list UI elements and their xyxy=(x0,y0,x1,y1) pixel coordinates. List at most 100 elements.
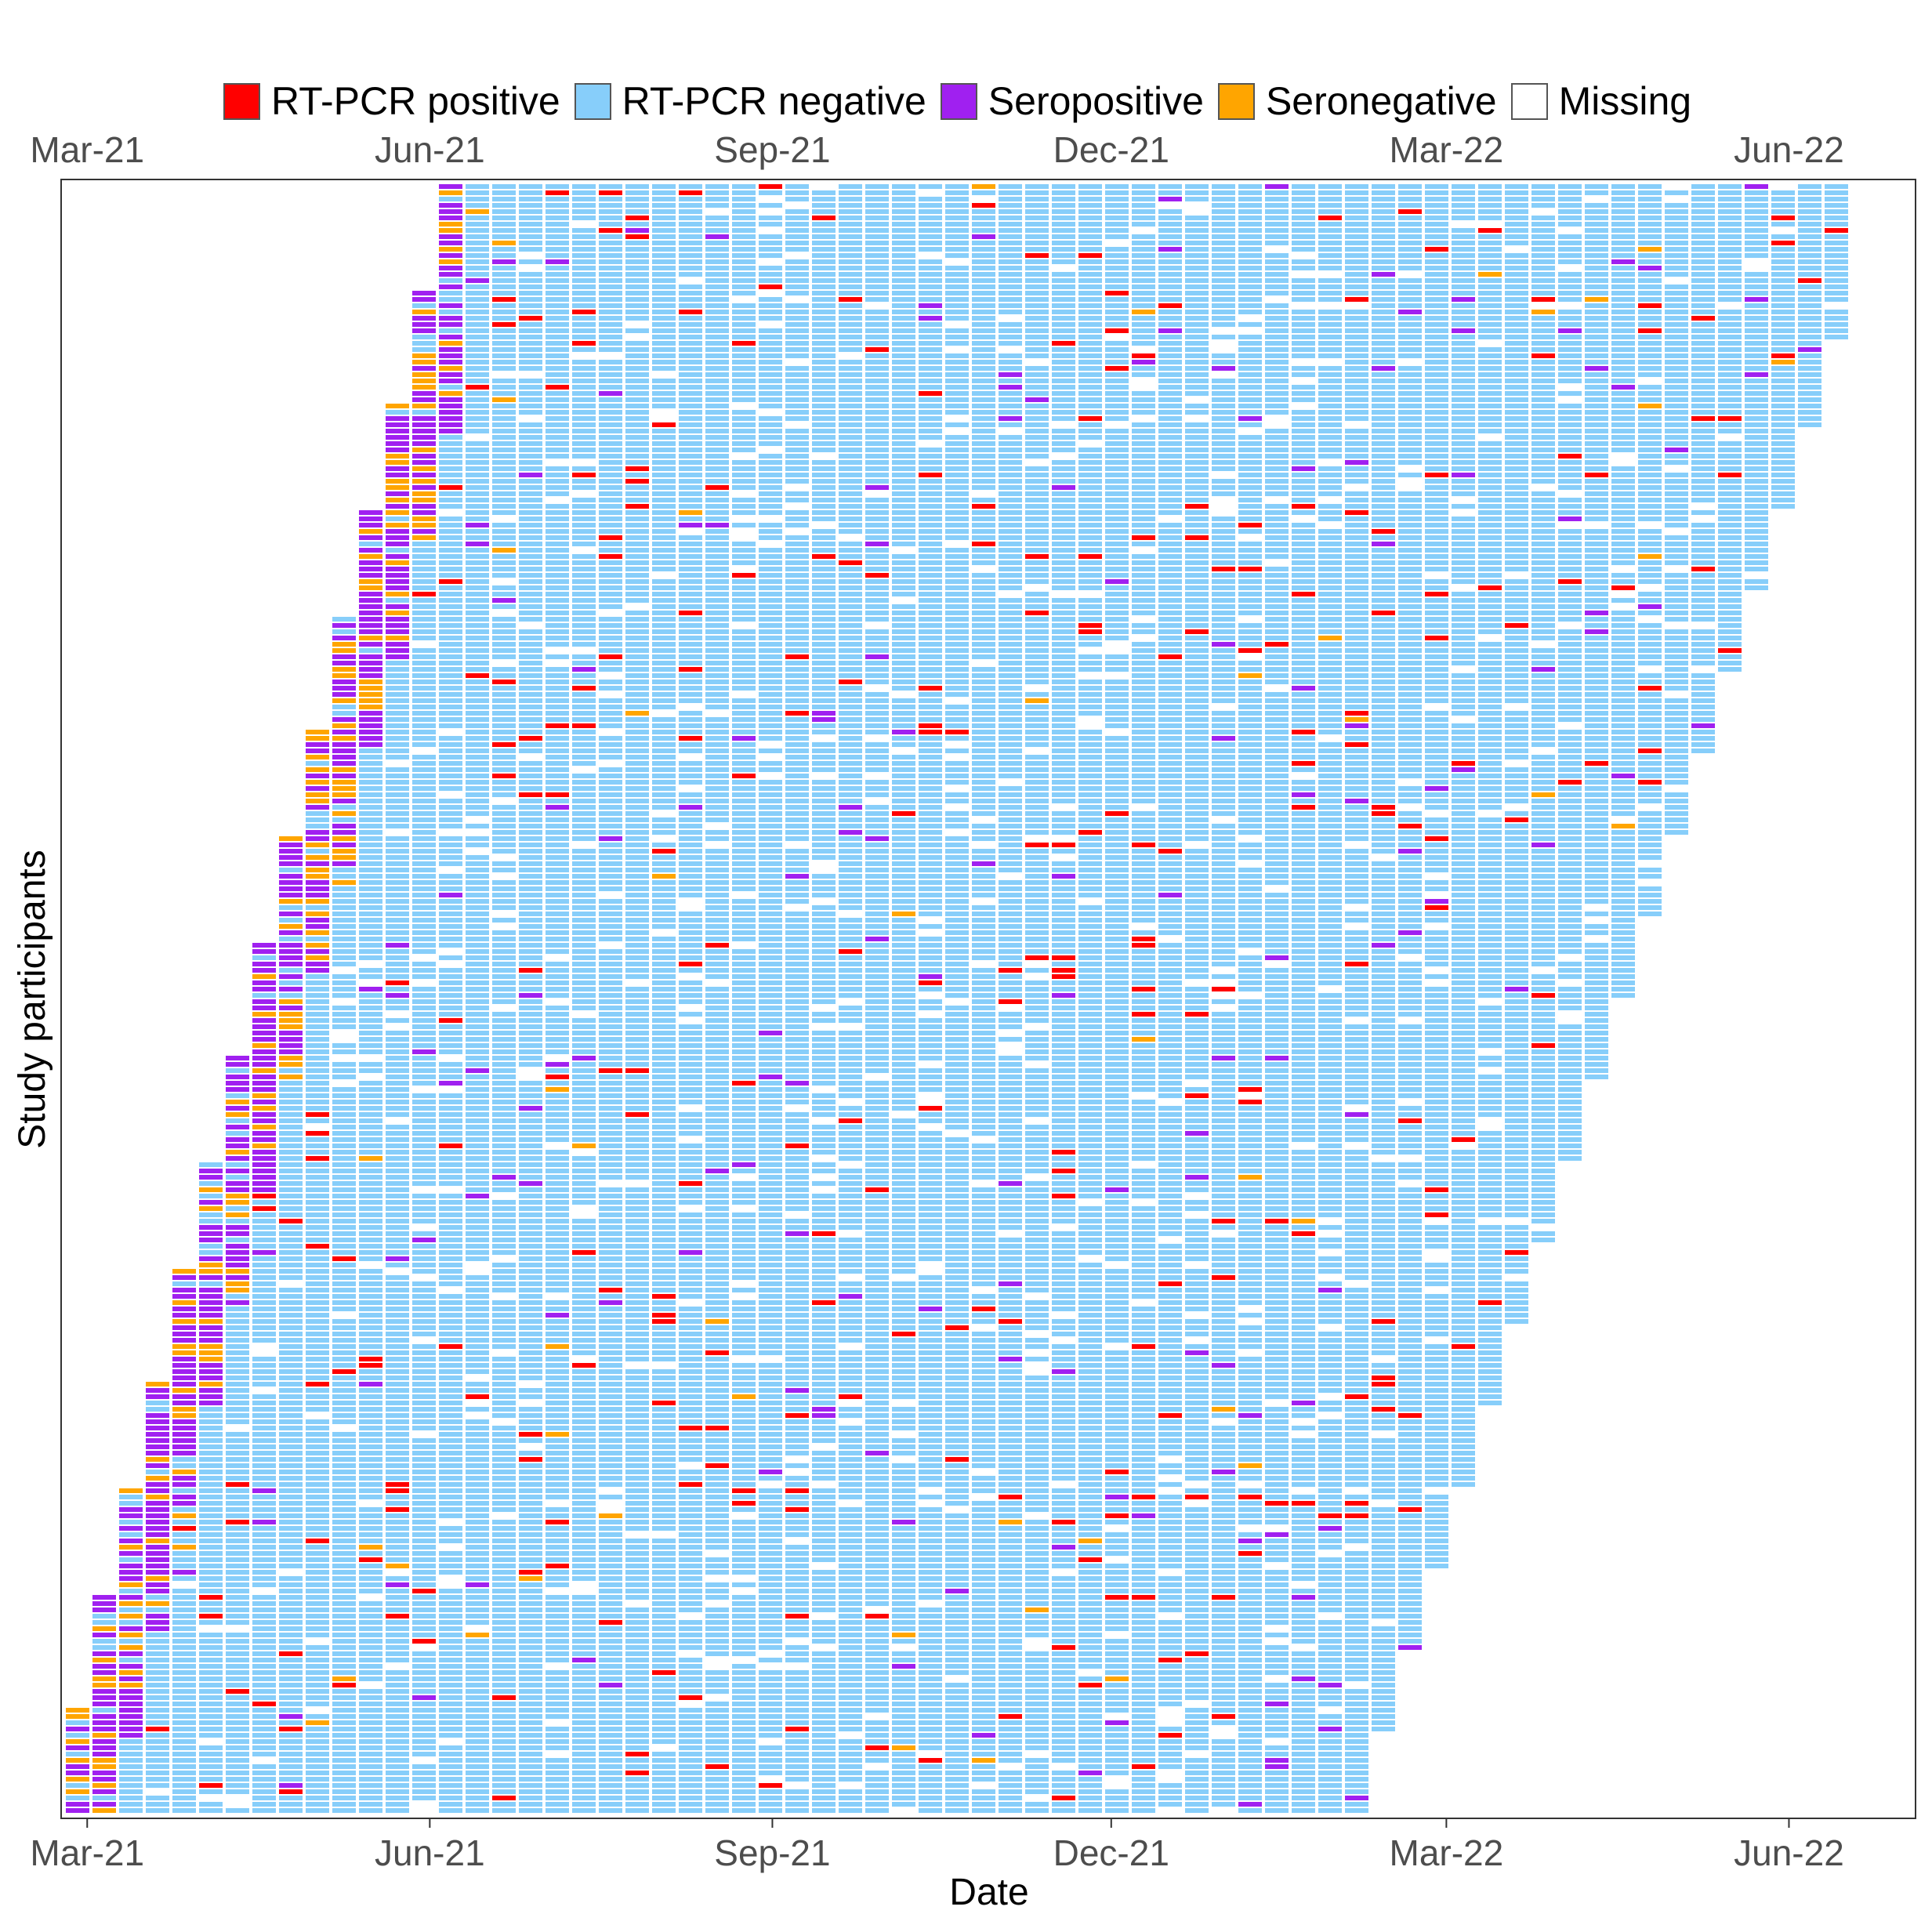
heatmap-cell xyxy=(519,1332,542,1336)
heatmap-cell xyxy=(439,786,462,791)
heatmap-cell xyxy=(679,190,702,195)
heatmap-cell xyxy=(759,1658,782,1662)
heatmap-cell xyxy=(759,1388,782,1393)
top-tick-label: Jun-22 xyxy=(1734,129,1844,170)
heatmap-cell xyxy=(519,736,542,741)
heatmap-cell xyxy=(172,1426,196,1430)
heatmap-cell xyxy=(679,216,702,220)
heatmap-cell xyxy=(386,410,409,415)
heatmap-cell xyxy=(306,1520,329,1524)
heatmap-cell xyxy=(439,1344,462,1349)
heatmap-cell xyxy=(252,1219,276,1223)
heatmap-cell xyxy=(226,1695,249,1700)
heatmap-cell xyxy=(625,1676,649,1681)
heatmap-cell xyxy=(412,993,436,998)
heatmap-cell xyxy=(679,1539,702,1543)
heatmap-cell xyxy=(412,1708,436,1713)
heatmap-cell xyxy=(679,203,702,208)
heatmap-cell xyxy=(492,1281,516,1286)
heatmap-cell xyxy=(705,949,729,954)
heatmap-cell xyxy=(625,1783,649,1788)
heatmap-cell xyxy=(546,736,569,741)
heatmap-cell xyxy=(759,1376,782,1380)
heatmap-cell xyxy=(679,604,702,609)
heatmap-cell xyxy=(359,1338,382,1343)
heatmap-cell xyxy=(599,1125,622,1129)
heatmap-cell xyxy=(439,379,462,383)
heatmap-cell xyxy=(279,1676,303,1681)
heatmap-cell xyxy=(519,567,542,571)
heatmap-cell xyxy=(572,1162,596,1167)
heatmap-cell xyxy=(172,1470,196,1474)
heatmap-cell xyxy=(492,955,516,960)
heatmap-cell xyxy=(599,379,622,383)
heatmap-cell xyxy=(252,1024,276,1029)
heatmap-cell xyxy=(252,962,276,966)
heatmap-cell xyxy=(466,1796,489,1800)
heatmap-cell xyxy=(679,836,702,841)
heatmap-cell xyxy=(466,517,489,521)
heatmap-cell xyxy=(599,617,622,622)
heatmap-cell xyxy=(412,1463,436,1468)
heatmap-cell xyxy=(572,1294,596,1299)
heatmap-cell xyxy=(306,1545,329,1550)
heatmap-cell xyxy=(785,247,809,252)
heatmap-cell xyxy=(252,1238,276,1242)
heatmap-cell xyxy=(759,366,782,371)
heatmap-cell xyxy=(652,1639,676,1644)
heatmap-cell xyxy=(412,1238,436,1242)
heatmap-cell xyxy=(439,222,462,227)
legend-label-seronegative: Seronegative xyxy=(1265,79,1497,123)
heatmap-cell xyxy=(386,980,409,985)
heatmap-cell xyxy=(679,1695,702,1700)
heatmap-cell xyxy=(359,836,382,841)
heatmap-cell xyxy=(466,310,489,314)
heatmap-cell xyxy=(252,1100,276,1104)
heatmap-cell xyxy=(519,874,542,879)
heatmap-cell xyxy=(412,1200,436,1205)
heatmap-cell xyxy=(439,504,462,509)
heatmap-cell xyxy=(306,1187,329,1192)
heatmap-cell xyxy=(466,1068,489,1073)
heatmap-cell xyxy=(679,1513,702,1518)
heatmap-cell xyxy=(119,1695,143,1700)
heatmap-cell xyxy=(652,1300,676,1305)
heatmap-cell xyxy=(466,1369,489,1374)
heatmap-cell xyxy=(359,567,382,571)
heatmap-cell xyxy=(732,385,756,390)
heatmap-cell xyxy=(492,1576,516,1581)
heatmap-cell xyxy=(652,1714,676,1719)
heatmap-cell xyxy=(625,466,649,471)
heatmap-cell xyxy=(705,905,729,910)
heatmap-cell xyxy=(332,1338,356,1343)
heatmap-cell xyxy=(412,310,436,314)
heatmap-cell xyxy=(332,868,356,872)
heatmap-cell xyxy=(572,1056,596,1060)
heatmap-cell xyxy=(546,836,569,841)
heatmap-cell xyxy=(599,322,622,327)
heatmap-cell xyxy=(226,1789,249,1794)
heatmap-cell xyxy=(519,435,542,440)
heatmap-cell xyxy=(546,755,569,759)
heatmap-cell xyxy=(652,817,676,822)
heatmap-cell xyxy=(625,1727,649,1731)
heatmap-cell xyxy=(412,1501,436,1506)
heatmap-cell xyxy=(546,1118,569,1123)
heatmap-cell xyxy=(306,1250,329,1255)
heatmap-cell xyxy=(705,498,729,502)
heatmap-cell xyxy=(226,1125,249,1129)
heatmap-cell xyxy=(359,955,382,960)
heatmap-cell xyxy=(705,1175,729,1180)
heatmap-cell xyxy=(519,987,542,991)
heatmap-cell xyxy=(492,1564,516,1568)
heatmap-cell xyxy=(679,1219,702,1223)
heatmap-cell xyxy=(705,1670,729,1675)
heatmap-cell xyxy=(546,799,569,803)
heatmap-cell xyxy=(572,1645,596,1650)
heatmap-cell xyxy=(199,1394,223,1399)
heatmap-cell xyxy=(492,623,516,628)
heatmap-cell xyxy=(252,1463,276,1468)
heatmap-cell xyxy=(705,1244,729,1249)
heatmap-cell xyxy=(226,1394,249,1399)
heatmap-cell xyxy=(332,1451,356,1455)
